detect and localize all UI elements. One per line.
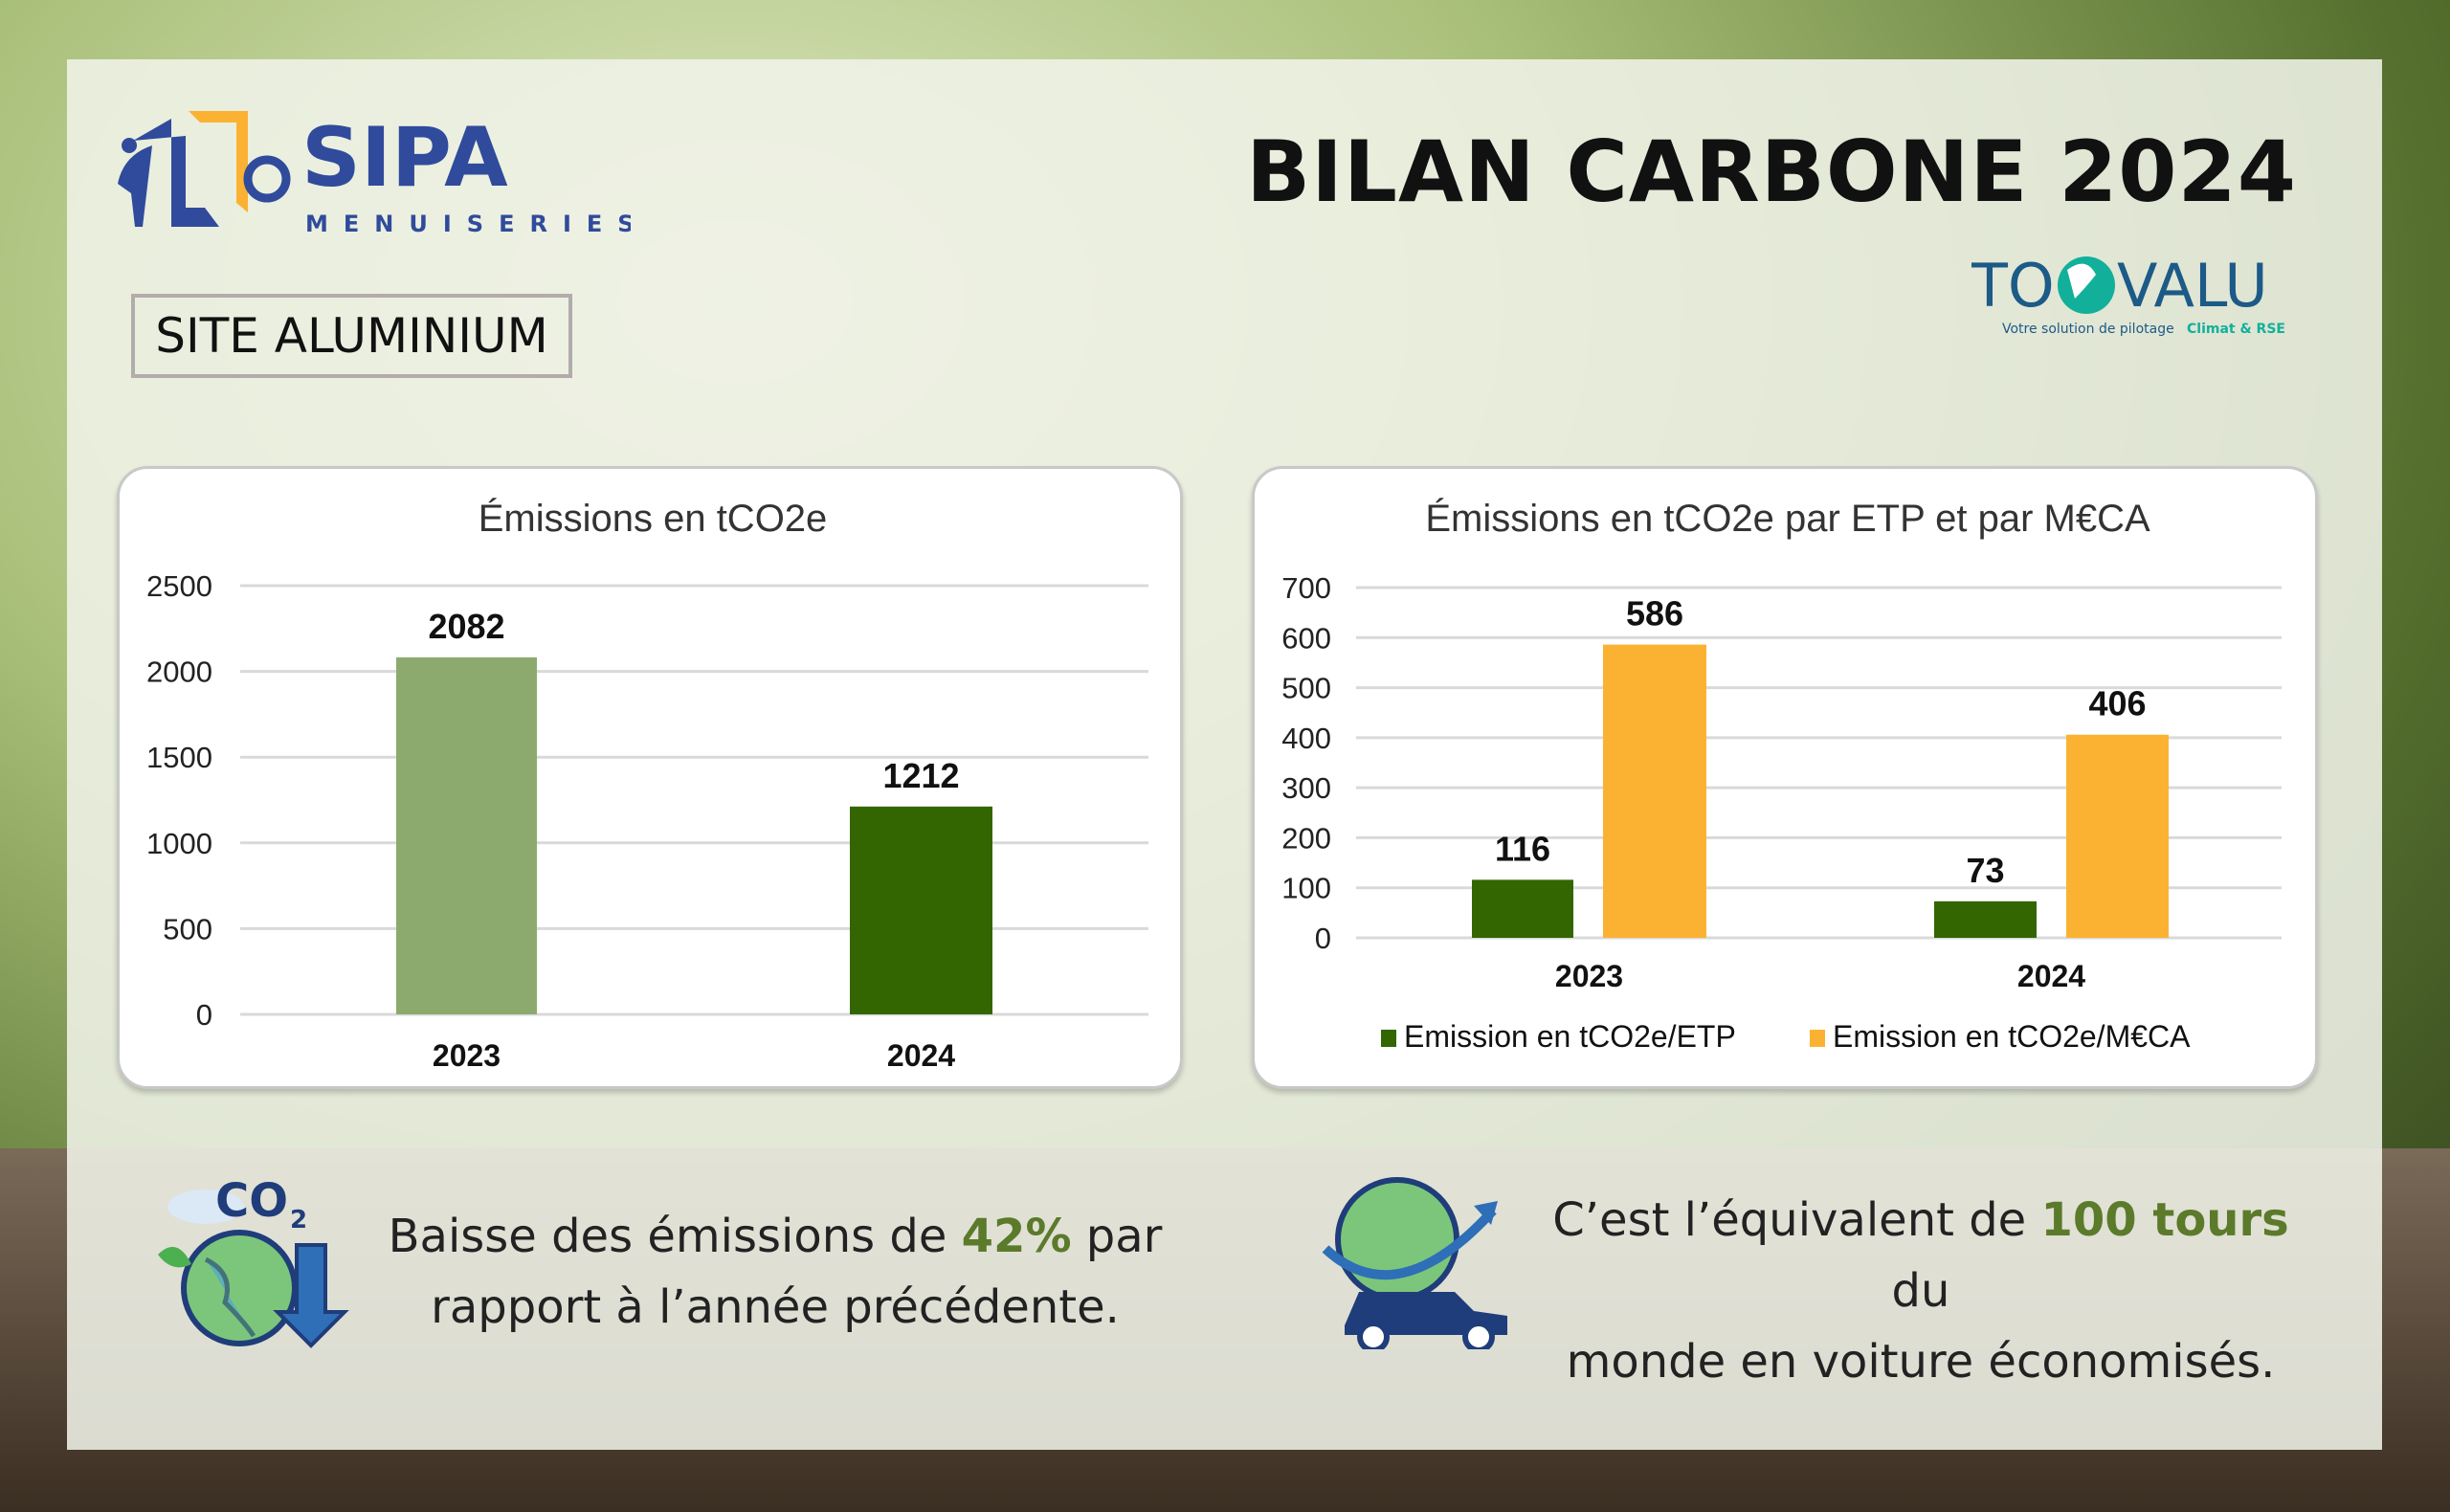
svg-text:Climat & RSE: Climat & RSE [2187, 322, 2285, 337]
y-tick-label: 500 [1281, 672, 1331, 705]
x-tick-label: 2024 [887, 1038, 955, 1073]
y-tick-label: 100 [1281, 872, 1331, 905]
data-label: 73 [1966, 851, 2004, 890]
fact-car-equivalent: C’est l’équivalent de 100 tours du monde … [1552, 1193, 2289, 1389]
data-label: 2082 [428, 607, 504, 646]
intensity-chart-card: Émissions en tCO2e par ETP et par M€CA 0 1… [1252, 466, 2318, 1089]
svg-text:CO: CO [215, 1174, 288, 1228]
bar-2023 [1603, 644, 1706, 938]
y-tick-label: 0 [196, 998, 212, 1032]
y-tick-label: 0 [1315, 922, 1331, 955]
toovalu-logo: TO VALU Votre solution de pilotage Clima… [1971, 251, 2285, 337]
svg-text:TO: TO [1971, 251, 2055, 321]
legend-swatch [1810, 1030, 1825, 1047]
y-tick-label: 2500 [146, 569, 212, 603]
y-tick-label: 300 [1281, 771, 1331, 805]
co2-globe-down-icon: CO 2 [158, 1174, 349, 1348]
logo-subtitle: MENUISERIES [305, 211, 631, 236]
y-tick-label: 1500 [146, 741, 212, 774]
data-label: 586 [1626, 594, 1683, 634]
logo-name: SIPA [301, 110, 508, 206]
page-title: BILAN CARBONE 2024 [1246, 122, 2297, 221]
bar-2023 [396, 656, 537, 1014]
y-tick-label: 2000 [146, 656, 212, 689]
emissions-chart-card: Émissions en tCO2e 0 500 1000 1500 2000 2500 20… [117, 466, 1183, 1089]
legend-swatch [1381, 1030, 1396, 1047]
bar-2024 [850, 806, 992, 1014]
data-label: 1212 [882, 756, 959, 795]
legend-label: Emission en tCO2e/ETP [1404, 1019, 1736, 1054]
x-tick-label: 2023 [1555, 959, 1623, 993]
intensity-chart: Émissions en tCO2e par ETP et par M€CA 0 1… [1281, 497, 2282, 1054]
data-label: 116 [1495, 829, 1550, 868]
emissions-chart: Émissions en tCO2e 0 500 1000 1500 2000 2500 20… [146, 497, 1148, 1073]
y-tick-label: 600 [1281, 621, 1331, 655]
sipa-logo: SIPA MENUISERIES [118, 110, 631, 236]
x-tick-label: 2023 [433, 1038, 501, 1073]
chart-title: Émissions en tCO2e par ETP et par M€CA [1425, 497, 2150, 540]
bar-2024 [1934, 901, 2037, 938]
fact-emissions-reduction: Baisse des émissions de 42% par rapport à… [388, 1210, 1163, 1334]
chart-title: Émissions en tCO2e [479, 497, 828, 540]
site-label: SITE ALUMINIUM [131, 294, 572, 378]
legend-label: Emission en tCO2e/M€CA [1833, 1019, 2191, 1054]
globe-car-icon [1322, 1177, 1507, 1349]
svg-text:2: 2 [290, 1206, 307, 1234]
y-tick-label: 400 [1281, 722, 1331, 755]
x-tick-label: 2024 [2017, 959, 2085, 993]
bar-2023 [1472, 879, 1573, 938]
svg-text:Votre solution de pilotage: Votre solution de pilotage [2002, 322, 2174, 337]
data-label: 406 [2088, 684, 2146, 723]
y-tick-label: 1000 [146, 827, 212, 860]
y-tick-label: 500 [163, 912, 212, 945]
y-tick-label: 200 [1281, 821, 1331, 855]
bar-2024 [2066, 734, 2169, 938]
y-tick-label: 700 [1281, 571, 1331, 605]
svg-text:VALU: VALU [2117, 251, 2268, 321]
